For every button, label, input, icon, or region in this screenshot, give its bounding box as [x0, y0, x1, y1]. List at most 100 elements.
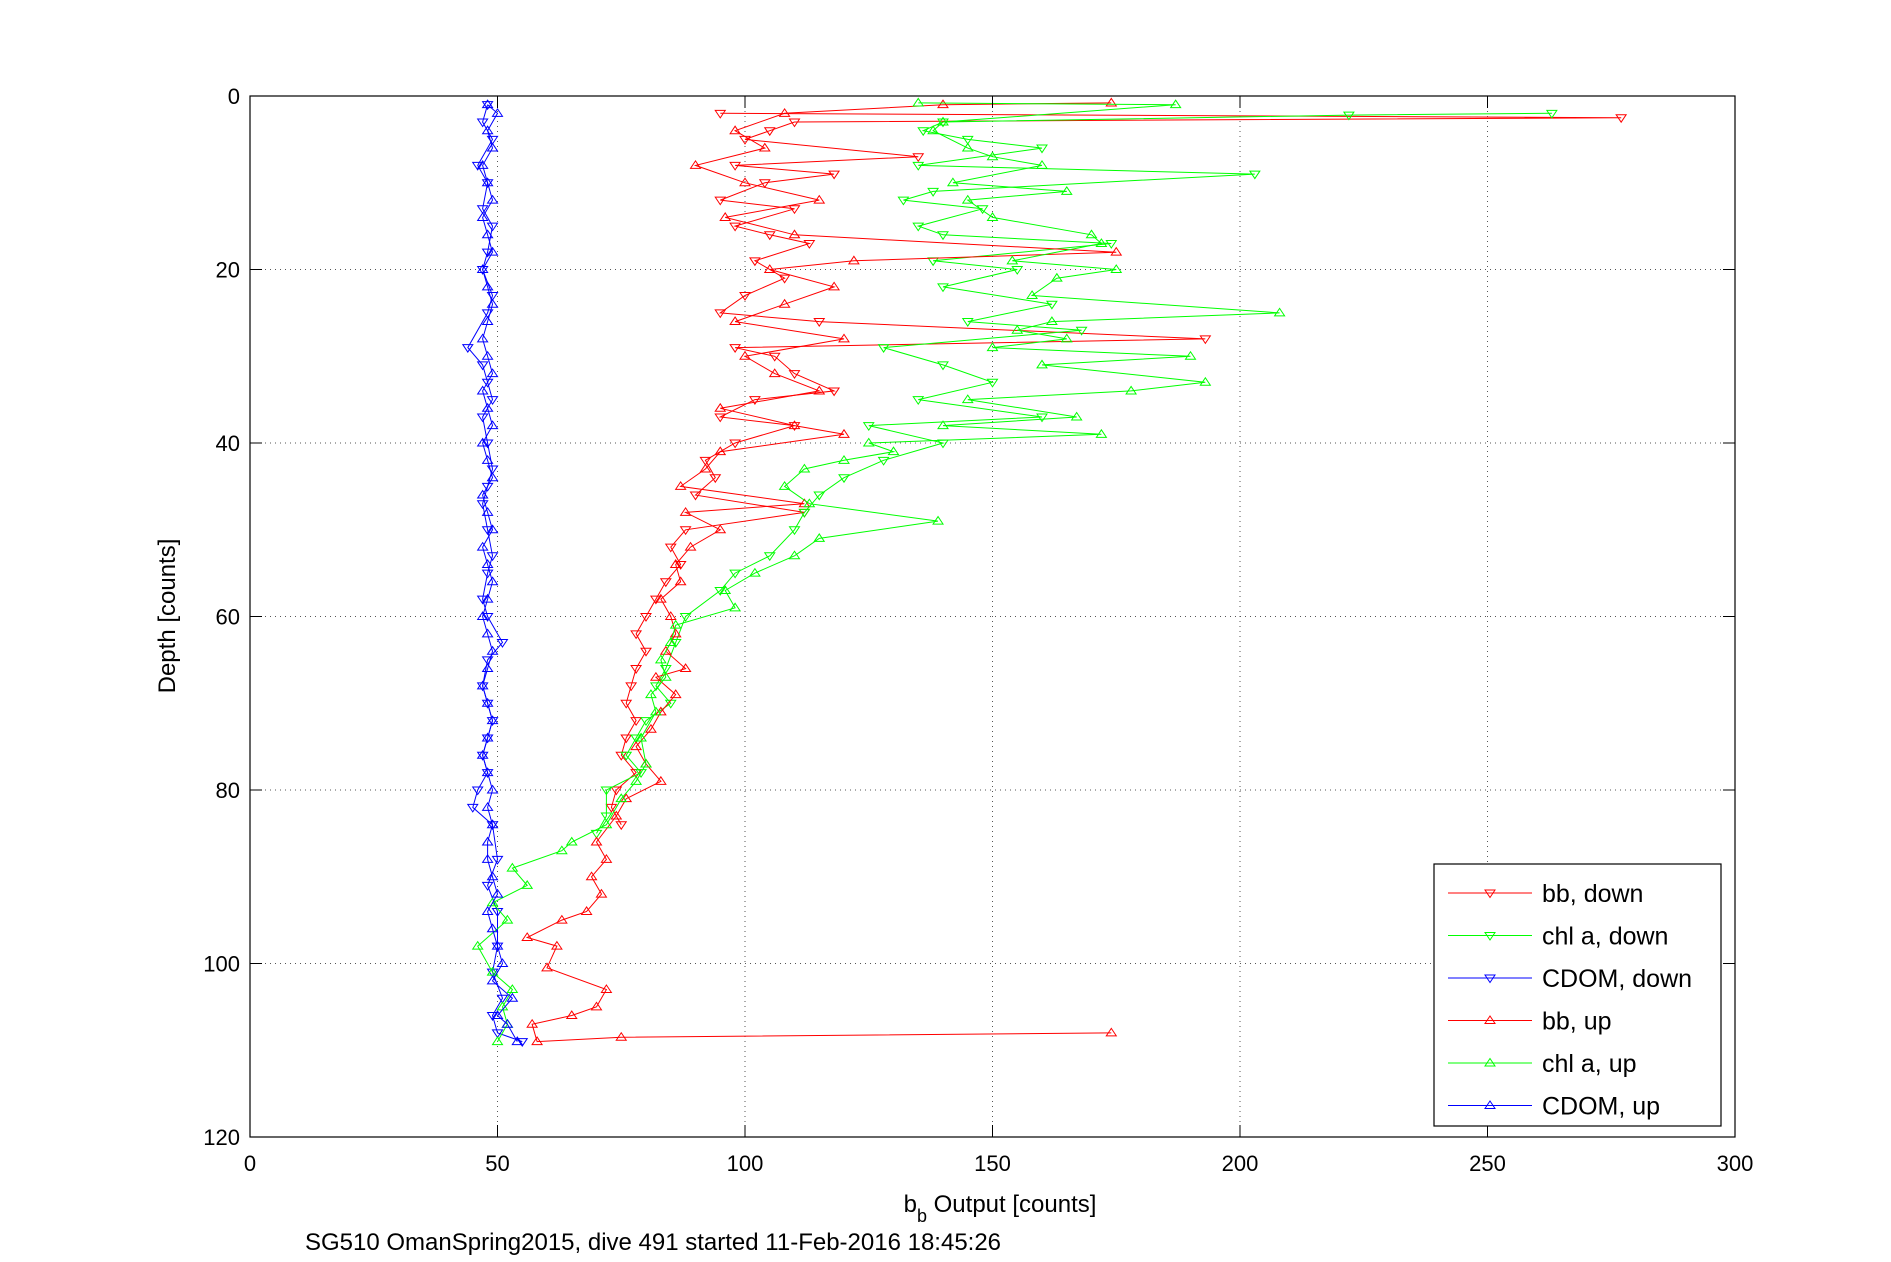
data-point — [649, 595, 662, 605]
data-point — [674, 480, 687, 490]
data-point — [590, 1001, 603, 1011]
data-point — [476, 611, 489, 620]
data-point — [961, 318, 974, 327]
data-point — [669, 689, 682, 699]
data-point — [664, 543, 677, 553]
data-point — [664, 637, 677, 647]
legend-label: chl a, up — [1542, 1050, 1637, 1078]
data-point — [763, 264, 776, 273]
data-point — [481, 526, 494, 536]
data-point — [768, 368, 781, 378]
data-point — [486, 420, 499, 430]
data-point — [486, 923, 499, 933]
data-point — [481, 734, 494, 744]
data-point — [729, 125, 742, 135]
data-point — [961, 194, 974, 204]
data-point — [937, 99, 949, 109]
series-chl-a-down — [590, 109, 1558, 839]
data-point — [1095, 238, 1108, 247]
data-point — [630, 630, 643, 640]
chart-caption: SG510 OmanSpring2015, dive 491 started 1… — [305, 1229, 1001, 1256]
data-point — [912, 153, 925, 163]
data-point — [640, 758, 652, 768]
data-point — [481, 628, 494, 638]
data-point — [1045, 316, 1058, 326]
data-point — [600, 812, 613, 822]
series-bb-up — [521, 97, 1123, 1046]
data-point — [486, 246, 499, 256]
data-point — [486, 396, 499, 406]
data-point — [1036, 159, 1048, 169]
data-point — [476, 385, 489, 395]
data-point — [481, 881, 494, 891]
data-point — [788, 370, 801, 380]
data-point — [600, 984, 613, 994]
data-point — [486, 968, 499, 978]
data-point — [486, 552, 499, 562]
data-point — [506, 862, 519, 872]
data-point — [828, 281, 841, 291]
data-point — [813, 491, 826, 501]
data-point — [788, 118, 801, 128]
data-point — [932, 515, 944, 525]
legend-label: CDOM, up — [1542, 1093, 1660, 1121]
data-point — [689, 491, 702, 501]
data-point — [491, 107, 504, 117]
data-point — [610, 786, 623, 796]
data-point — [714, 413, 727, 423]
data-point — [555, 914, 568, 924]
data-point — [976, 205, 989, 215]
data-point — [486, 819, 499, 829]
data-point — [481, 853, 494, 863]
data-point — [748, 257, 761, 267]
data-point — [486, 784, 499, 794]
data-point — [803, 498, 816, 508]
data-point — [961, 135, 974, 145]
data-point — [476, 333, 489, 343]
data-point — [649, 671, 662, 681]
data-point — [813, 385, 826, 395]
data-point — [729, 161, 742, 171]
data-point — [481, 99, 494, 109]
data-point — [486, 966, 499, 976]
data-point — [491, 1029, 504, 1039]
data-point — [986, 151, 999, 161]
data-point — [486, 298, 499, 308]
data-point — [1273, 307, 1286, 317]
data-point — [476, 437, 489, 447]
data-point — [600, 819, 613, 829]
data-point — [1615, 114, 1628, 124]
data-point — [719, 212, 732, 221]
data-point — [739, 177, 751, 187]
data-point — [937, 116, 949, 126]
data-point — [813, 318, 826, 327]
data-point — [491, 1036, 504, 1046]
data-point — [669, 619, 682, 629]
data-point — [758, 142, 771, 152]
data-point — [828, 170, 841, 180]
data-point — [714, 524, 727, 534]
data-point — [526, 1018, 539, 1028]
y-tick-label: 0 — [228, 84, 240, 109]
legend-label: bb, up — [1542, 1008, 1612, 1036]
data-point — [714, 402, 727, 412]
data-point — [476, 205, 489, 215]
data-point — [709, 474, 722, 484]
data-point — [476, 489, 489, 499]
data-point — [531, 1036, 544, 1046]
data-point — [788, 526, 801, 536]
data-point — [481, 177, 494, 187]
data-point — [699, 456, 712, 466]
data-point — [912, 396, 925, 406]
data-point — [481, 613, 494, 622]
data-point — [937, 361, 949, 371]
data-point — [620, 751, 633, 761]
data-point — [862, 422, 875, 432]
data-point — [654, 654, 667, 664]
data-point — [481, 316, 494, 326]
data-point — [1105, 97, 1118, 107]
x-tick-label: 100 — [727, 1151, 764, 1176]
data-point — [496, 639, 509, 648]
data-point — [486, 576, 499, 586]
data-point — [763, 127, 776, 137]
